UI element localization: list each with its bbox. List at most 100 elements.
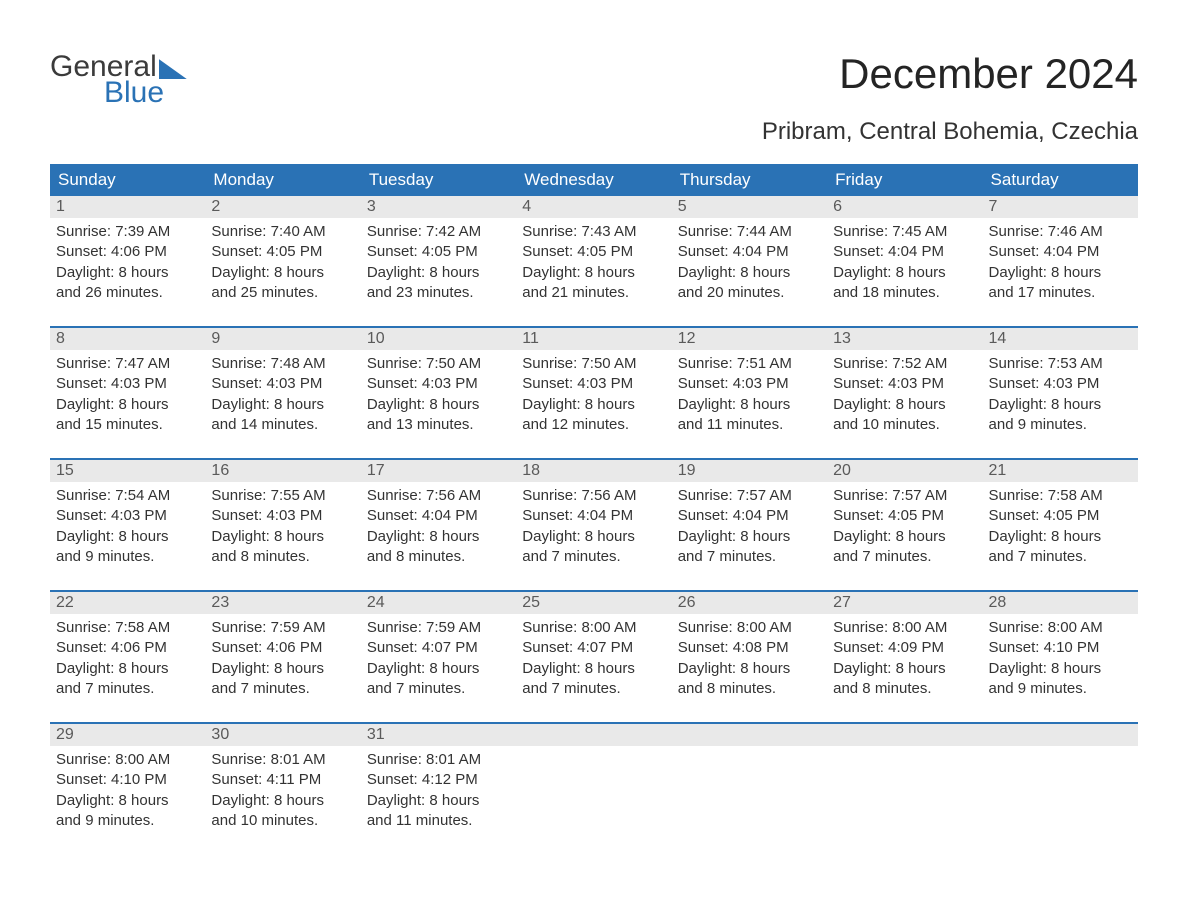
calendar-day: 14Sunrise: 7:53 AMSunset: 4:03 PMDayligh… bbox=[983, 328, 1138, 448]
day-body: Sunrise: 7:51 AMSunset: 4:03 PMDaylight:… bbox=[672, 350, 827, 439]
day-dl1: Daylight: 8 hours bbox=[211, 263, 354, 283]
day-dl2: and 26 minutes. bbox=[56, 283, 199, 303]
day-dl1: Daylight: 8 hours bbox=[211, 659, 354, 679]
day-number: 5 bbox=[672, 196, 827, 218]
day-dl2: and 8 minutes. bbox=[367, 547, 510, 567]
calendar-day: 16Sunrise: 7:55 AMSunset: 4:03 PMDayligh… bbox=[205, 460, 360, 580]
day-dl1: Daylight: 8 hours bbox=[522, 659, 665, 679]
day-dl2: and 15 minutes. bbox=[56, 415, 199, 435]
day-sunrise: Sunrise: 7:46 AM bbox=[989, 222, 1132, 242]
day-body: Sunrise: 7:53 AMSunset: 4:03 PMDaylight:… bbox=[983, 350, 1138, 439]
calendar-day: . bbox=[516, 724, 671, 844]
day-sunset: Sunset: 4:03 PM bbox=[522, 374, 665, 394]
calendar-day: 1Sunrise: 7:39 AMSunset: 4:06 PMDaylight… bbox=[50, 196, 205, 316]
day-dl2: and 7 minutes. bbox=[989, 547, 1132, 567]
day-dl2: and 9 minutes. bbox=[56, 811, 199, 831]
day-number: 10 bbox=[361, 328, 516, 350]
day-number: 15 bbox=[50, 460, 205, 482]
day-dl2: and 21 minutes. bbox=[522, 283, 665, 303]
day-header: Sunday bbox=[50, 164, 205, 196]
day-dl2: and 9 minutes. bbox=[989, 679, 1132, 699]
day-sunrise: Sunrise: 7:47 AM bbox=[56, 354, 199, 374]
day-sunrise: Sunrise: 8:00 AM bbox=[56, 750, 199, 770]
day-number: 28 bbox=[983, 592, 1138, 614]
day-dl2: and 13 minutes. bbox=[367, 415, 510, 435]
day-sunrise: Sunrise: 7:45 AM bbox=[833, 222, 976, 242]
day-sunset: Sunset: 4:03 PM bbox=[211, 374, 354, 394]
day-sunset: Sunset: 4:10 PM bbox=[56, 770, 199, 790]
day-number: 24 bbox=[361, 592, 516, 614]
day-dl2: and 23 minutes. bbox=[367, 283, 510, 303]
day-header: Thursday bbox=[672, 164, 827, 196]
day-number: 31 bbox=[361, 724, 516, 746]
day-number: 1 bbox=[50, 196, 205, 218]
day-sunset: Sunset: 4:03 PM bbox=[989, 374, 1132, 394]
day-sunrise: Sunrise: 7:59 AM bbox=[211, 618, 354, 638]
day-sunrise: Sunrise: 7:51 AM bbox=[678, 354, 821, 374]
day-number: . bbox=[983, 724, 1138, 746]
day-body: Sunrise: 7:50 AMSunset: 4:03 PMDaylight:… bbox=[361, 350, 516, 439]
day-number: 21 bbox=[983, 460, 1138, 482]
day-sunset: Sunset: 4:05 PM bbox=[833, 506, 976, 526]
day-dl1: Daylight: 8 hours bbox=[678, 263, 821, 283]
calendar-day: 28Sunrise: 8:00 AMSunset: 4:10 PMDayligh… bbox=[983, 592, 1138, 712]
day-body: Sunrise: 7:43 AMSunset: 4:05 PMDaylight:… bbox=[516, 218, 671, 307]
day-number: 3 bbox=[361, 196, 516, 218]
day-number: 30 bbox=[205, 724, 360, 746]
calendar-day: 3Sunrise: 7:42 AMSunset: 4:05 PMDaylight… bbox=[361, 196, 516, 316]
day-number: . bbox=[672, 724, 827, 746]
day-dl2: and 8 minutes. bbox=[833, 679, 976, 699]
day-body: Sunrise: 7:58 AMSunset: 4:05 PMDaylight:… bbox=[983, 482, 1138, 571]
week-row: 29Sunrise: 8:00 AMSunset: 4:10 PMDayligh… bbox=[50, 722, 1138, 844]
day-dl1: Daylight: 8 hours bbox=[367, 527, 510, 547]
calendar-day: 7Sunrise: 7:46 AMSunset: 4:04 PMDaylight… bbox=[983, 196, 1138, 316]
day-number: 17 bbox=[361, 460, 516, 482]
day-dl2: and 14 minutes. bbox=[211, 415, 354, 435]
day-dl1: Daylight: 8 hours bbox=[833, 659, 976, 679]
day-body: Sunrise: 7:55 AMSunset: 4:03 PMDaylight:… bbox=[205, 482, 360, 571]
day-body: Sunrise: 7:46 AMSunset: 4:04 PMDaylight:… bbox=[983, 218, 1138, 307]
day-number: 7 bbox=[983, 196, 1138, 218]
calendar-day: 27Sunrise: 8:00 AMSunset: 4:09 PMDayligh… bbox=[827, 592, 982, 712]
day-number: . bbox=[827, 724, 982, 746]
day-body: Sunrise: 7:47 AMSunset: 4:03 PMDaylight:… bbox=[50, 350, 205, 439]
day-dl1: Daylight: 8 hours bbox=[367, 395, 510, 415]
day-dl1: Daylight: 8 hours bbox=[367, 659, 510, 679]
calendar-day: . bbox=[827, 724, 982, 844]
day-body: Sunrise: 7:39 AMSunset: 4:06 PMDaylight:… bbox=[50, 218, 205, 307]
day-number: 8 bbox=[50, 328, 205, 350]
day-number: 23 bbox=[205, 592, 360, 614]
day-sunrise: Sunrise: 7:42 AM bbox=[367, 222, 510, 242]
day-sunrise: Sunrise: 7:39 AM bbox=[56, 222, 199, 242]
day-sunset: Sunset: 4:06 PM bbox=[211, 638, 354, 658]
day-number: 2 bbox=[205, 196, 360, 218]
day-dl2: and 18 minutes. bbox=[833, 283, 976, 303]
day-sunset: Sunset: 4:12 PM bbox=[367, 770, 510, 790]
day-sunrise: Sunrise: 7:57 AM bbox=[678, 486, 821, 506]
week-row: 22Sunrise: 7:58 AMSunset: 4:06 PMDayligh… bbox=[50, 590, 1138, 712]
day-header: Friday bbox=[827, 164, 982, 196]
day-dl2: and 11 minutes. bbox=[678, 415, 821, 435]
calendar-day: 5Sunrise: 7:44 AMSunset: 4:04 PMDaylight… bbox=[672, 196, 827, 316]
day-body: Sunrise: 7:40 AMSunset: 4:05 PMDaylight:… bbox=[205, 218, 360, 307]
day-dl2: and 11 minutes. bbox=[367, 811, 510, 831]
day-sunset: Sunset: 4:04 PM bbox=[522, 506, 665, 526]
day-number: 6 bbox=[827, 196, 982, 218]
day-number: 27 bbox=[827, 592, 982, 614]
location-text: Pribram, Central Bohemia, Czechia bbox=[50, 118, 1138, 146]
day-body: Sunrise: 8:01 AMSunset: 4:11 PMDaylight:… bbox=[205, 746, 360, 835]
day-sunrise: Sunrise: 8:00 AM bbox=[522, 618, 665, 638]
day-dl2: and 7 minutes. bbox=[522, 679, 665, 699]
calendar-day: 6Sunrise: 7:45 AMSunset: 4:04 PMDaylight… bbox=[827, 196, 982, 316]
day-body: Sunrise: 7:54 AMSunset: 4:03 PMDaylight:… bbox=[50, 482, 205, 571]
day-sunset: Sunset: 4:03 PM bbox=[367, 374, 510, 394]
calendar-day: 30Sunrise: 8:01 AMSunset: 4:11 PMDayligh… bbox=[205, 724, 360, 844]
day-sunset: Sunset: 4:04 PM bbox=[833, 242, 976, 262]
day-body: Sunrise: 8:01 AMSunset: 4:12 PMDaylight:… bbox=[361, 746, 516, 835]
day-sunrise: Sunrise: 8:01 AM bbox=[367, 750, 510, 770]
calendar-day: 25Sunrise: 8:00 AMSunset: 4:07 PMDayligh… bbox=[516, 592, 671, 712]
day-dl1: Daylight: 8 hours bbox=[833, 527, 976, 547]
day-sunset: Sunset: 4:05 PM bbox=[522, 242, 665, 262]
day-sunrise: Sunrise: 7:50 AM bbox=[522, 354, 665, 374]
day-dl1: Daylight: 8 hours bbox=[522, 263, 665, 283]
